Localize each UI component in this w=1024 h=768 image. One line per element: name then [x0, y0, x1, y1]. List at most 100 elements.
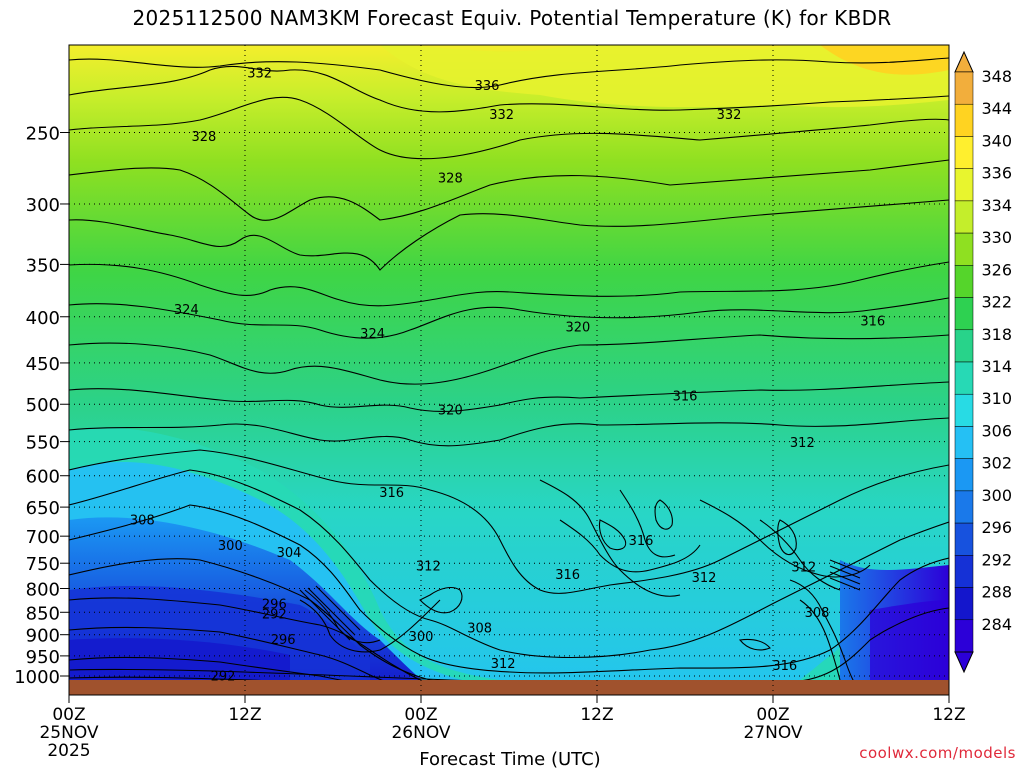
- contour-label: 320: [438, 403, 463, 418]
- colorbar: 348 344 340 336 334 330 326 322 318 314 310 306 302 3…: [954, 50, 1012, 674]
- colorbar-level: 340: [981, 131, 1012, 150]
- colorbar-level: 296: [981, 518, 1012, 537]
- colorbar-swatch: [954, 587, 974, 621]
- contour-label: 324: [174, 303, 199, 318]
- colorbar-swatch: [954, 522, 974, 556]
- grid-lines: [69, 45, 949, 695]
- y-tick-label: 750: [26, 554, 60, 575]
- y-tick-label: 550: [26, 433, 60, 454]
- chart-title: 2025112500 NAM3KM Forecast Equiv. Potent…: [132, 6, 892, 30]
- colorbar-level: 300: [981, 486, 1012, 505]
- plot-frame: [68, 44, 950, 696]
- colorbar-swatch: [954, 103, 974, 137]
- y-tick-label: 950: [26, 647, 60, 668]
- y-tick-label: 700: [26, 527, 60, 548]
- contour-label: 296: [262, 597, 287, 612]
- contour-labels: 332 336 332 332 328 328 324 324 320 316 320 316 312 3…: [130, 66, 885, 684]
- contour-label: 312: [791, 560, 816, 575]
- contour-label: 312: [790, 436, 815, 451]
- contour-label: 312: [692, 571, 717, 586]
- contour-label: 312: [416, 559, 441, 574]
- colorbar-level: 284: [981, 615, 1012, 634]
- contour-label: 316: [772, 659, 797, 674]
- y-tick-label: 350: [26, 255, 60, 276]
- colorbar-swatch: [954, 136, 974, 169]
- contour-label: 332: [717, 108, 742, 123]
- colorbar-swatch: [954, 490, 974, 524]
- colorbar-swatch: [954, 232, 974, 266]
- colorbar-swatch: [954, 297, 974, 331]
- y-tick-label: 300: [26, 195, 60, 216]
- y-tick-label: 450: [26, 354, 60, 375]
- colorbar-level: 348: [981, 67, 1012, 86]
- y-tick-label: 600: [26, 467, 60, 488]
- colorbar-level: 330: [981, 228, 1012, 247]
- x-tick-label: 12Z: [932, 705, 965, 725]
- theta-e-field: [69, 45, 949, 695]
- y-tick-label: 650: [26, 498, 60, 519]
- contour-label: 324: [360, 327, 385, 342]
- contour-label: 308: [805, 606, 830, 621]
- colorbar-swatch: [954, 555, 974, 588]
- contour-label: 296: [271, 633, 296, 648]
- contour-label: 328: [192, 130, 217, 145]
- x-tick-label: 00Z: [52, 705, 85, 725]
- x-tick-label: 12Z: [228, 705, 261, 725]
- y-tick-label: 400: [26, 308, 60, 329]
- colorbar-level: 288: [981, 583, 1012, 602]
- colorbar-level: 310: [981, 389, 1012, 408]
- contour-label: 308: [467, 622, 492, 637]
- contour-label: 316: [379, 486, 404, 501]
- contour-label: 316: [629, 534, 654, 549]
- colorbar-level: 292: [981, 550, 1012, 569]
- contour-label: 320: [566, 320, 591, 335]
- colorbar-level: 306: [981, 421, 1012, 440]
- colorbar-swatch: [954, 168, 974, 202]
- contour-label: 300: [409, 630, 434, 645]
- y-tick-label: 900: [26, 626, 60, 647]
- x-axis-label: Forecast Time (UTC): [419, 749, 600, 768]
- colorbar-level: 336: [981, 164, 1012, 183]
- colorbar-swatch: [954, 619, 974, 653]
- colorbar-level: 302: [981, 454, 1012, 473]
- source-credit[interactable]: coolwx.com/models: [859, 744, 1016, 762]
- contour-label: 316: [673, 389, 698, 404]
- x-tick-date: 25NOV: [39, 723, 98, 743]
- colorbar-swatch: [954, 458, 974, 492]
- contour-label: 300: [218, 539, 243, 554]
- contour-label: 292: [211, 669, 236, 684]
- colorbar-swatch: [954, 329, 974, 363]
- y-tick-label: 250: [26, 123, 60, 144]
- colorbar-swatch: [954, 200, 974, 234]
- terrain-ground: [69, 680, 949, 695]
- contour-label: 328: [438, 171, 463, 186]
- colorbar-level: 322: [981, 293, 1012, 312]
- contour-label: 316: [555, 568, 580, 583]
- colorbar-min-arrow: [954, 651, 974, 674]
- x-tick-year: 2025: [47, 741, 90, 761]
- x-tick-date: 27NOV: [743, 723, 802, 743]
- colorbar-swatch: [954, 265, 974, 298]
- x-tick-date: 26NOV: [391, 723, 450, 743]
- colorbar-level: 318: [981, 325, 1012, 344]
- y-tick-label: 850: [26, 603, 60, 624]
- y-axis: 2503003504004505005506006507007508008509…: [14, 123, 69, 688]
- y-tick-label: 1000: [14, 667, 60, 688]
- x-tick-label: 00Z: [404, 705, 437, 725]
- x-tick-label: 12Z: [580, 705, 613, 725]
- x-tick-label: 00Z: [756, 705, 789, 725]
- contour-label: 308: [130, 514, 155, 529]
- contour-lines: [69, 57, 949, 693]
- colorbar-level: 314: [981, 357, 1012, 376]
- y-tick-label: 500: [26, 395, 60, 416]
- colorbar-level: 326: [981, 260, 1012, 279]
- contour-label: 304: [277, 546, 302, 561]
- colorbar-swatch: [954, 361, 974, 395]
- colorbar-level: 334: [981, 196, 1012, 215]
- colorbar-level: 344: [981, 99, 1012, 118]
- colorbar-swatch: [954, 393, 974, 427]
- colorbar-max-arrow: [954, 50, 974, 73]
- contour-label: 292: [262, 608, 287, 623]
